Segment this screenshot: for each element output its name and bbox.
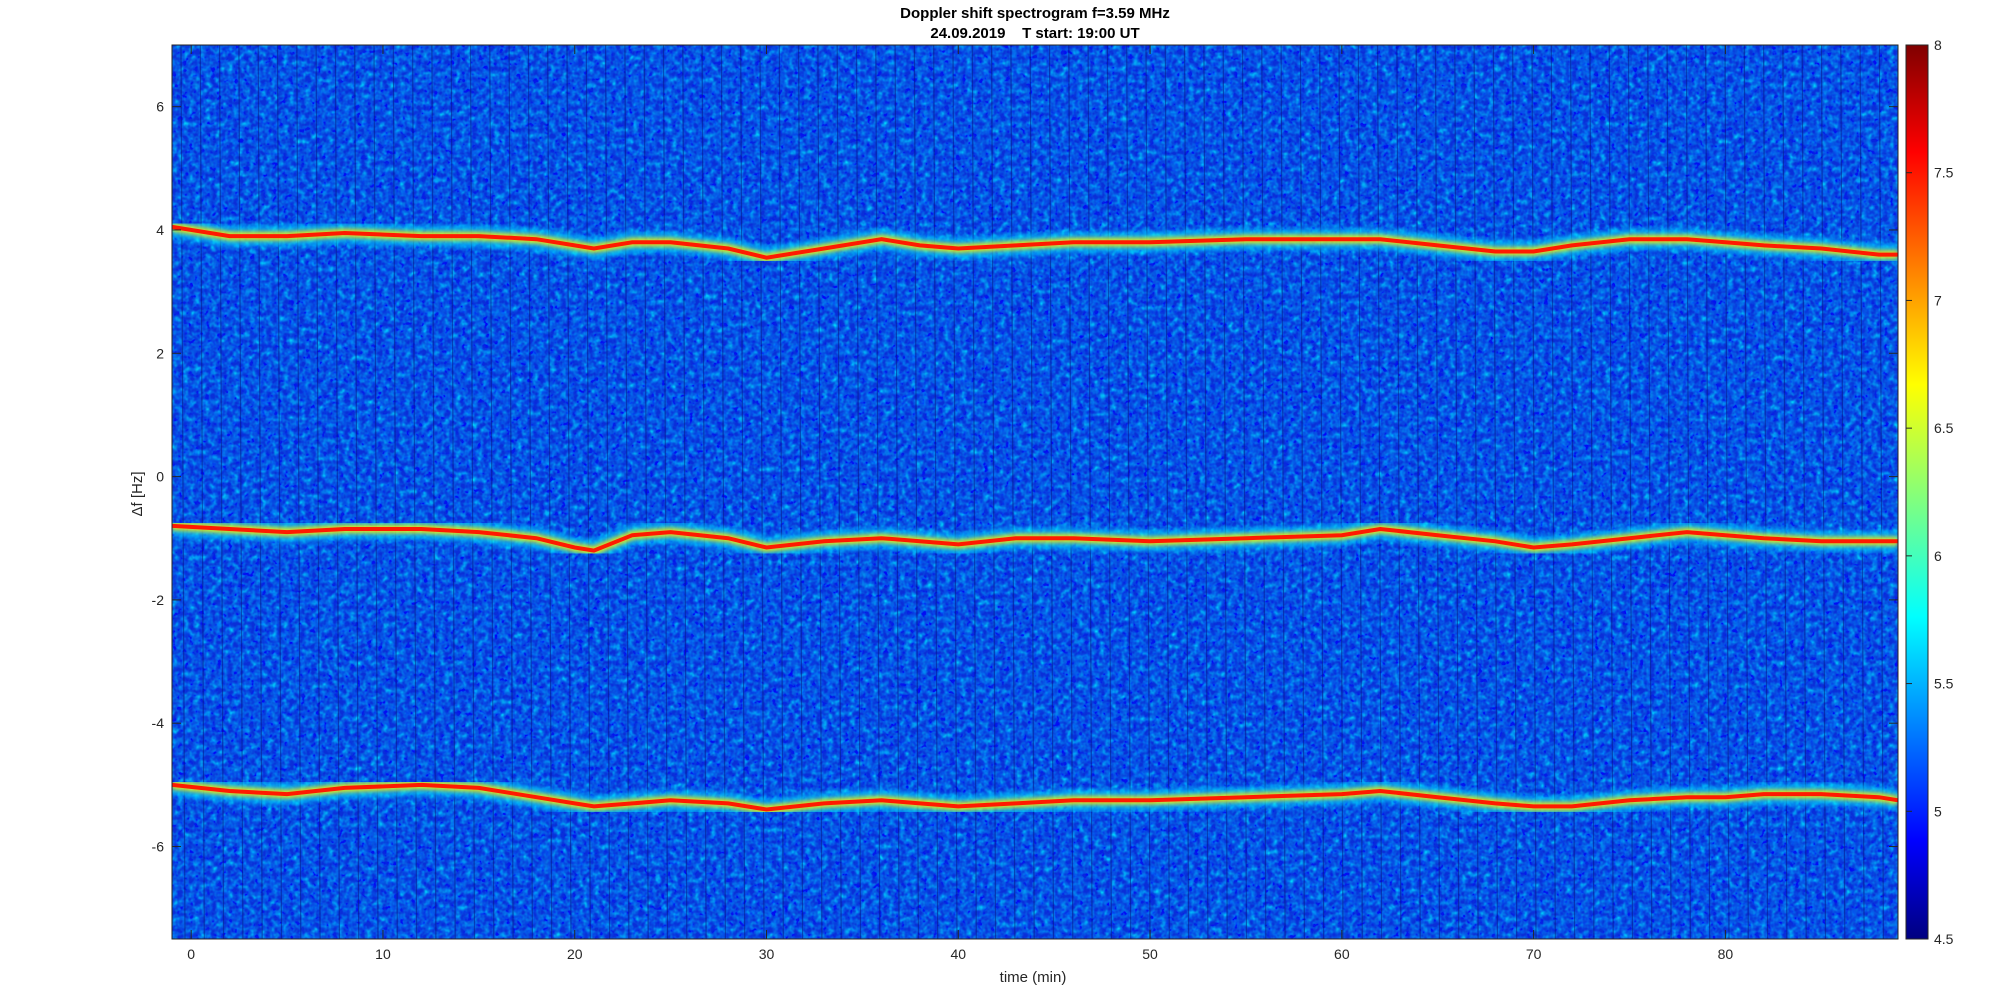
x-axis: 0 10 20 30 40 50 60 70 80	[187, 45, 1733, 962]
scan-column-line	[1512, 45, 1518, 939]
scan-column-line	[1492, 45, 1499, 939]
colorbar-tick-label: 4.5	[1934, 931, 1954, 947]
scan-column-line	[720, 45, 727, 939]
scan-column-line	[971, 45, 977, 939]
scan-column-line	[759, 45, 765, 939]
spectrogram-plot	[172, 45, 1898, 939]
doppler-trace-1	[172, 216, 1898, 269]
doppler-traces	[172, 216, 1898, 821]
y-tick-label: -4	[152, 715, 165, 731]
y-tick-label: 4	[156, 222, 164, 238]
scan-column-line	[797, 45, 804, 939]
colorbar-tick-label: 5	[1934, 803, 1942, 819]
scan-column-line	[1010, 45, 1016, 939]
scan-column-line	[1589, 45, 1595, 939]
x-tick-label: 40	[950, 946, 966, 962]
y-axis-label: Δf [Hz]	[129, 471, 146, 516]
doppler-trace-2	[172, 514, 1898, 562]
scan-column-line	[952, 45, 958, 939]
scan-column-line	[566, 45, 572, 939]
trace-line	[172, 523, 1898, 553]
scan-column-line	[1029, 45, 1035, 939]
scan-column-line	[894, 45, 900, 939]
scan-column-line	[1473, 45, 1479, 939]
scan-column-line	[990, 45, 997, 939]
scan-column-line	[740, 45, 746, 939]
scan-column-line	[1608, 45, 1614, 939]
x-tick-label: 60	[1334, 946, 1350, 962]
scan-column-line	[643, 45, 649, 939]
scan-column-line	[1550, 45, 1556, 939]
colorbar-tick-label: 6	[1934, 548, 1942, 564]
scan-column-line	[836, 45, 842, 939]
trace-line	[172, 224, 1898, 260]
scan-column-line	[817, 45, 823, 939]
x-tick-label: 80	[1718, 946, 1734, 962]
x-axis-label: time (min)	[1000, 969, 1067, 986]
scan-column-line	[1569, 45, 1576, 939]
colorbar-tick-label: 7	[1934, 292, 1942, 308]
doppler-trace-3	[172, 773, 1898, 821]
scan-column-line	[855, 45, 862, 939]
colorbar-gradient	[1905, 44, 1929, 940]
y-axis: -6 -4 -2 0 2 4 6	[152, 99, 1898, 855]
chart-title: Doppler shift spectrogram f=3.59 MHz	[900, 5, 1170, 22]
colorbar-tick-label: 6.5	[1934, 420, 1954, 436]
scan-column-line	[778, 45, 784, 939]
scan-column-line	[933, 45, 939, 939]
colorbar: 4.5 5 5.5 6 6.5 7 7.5 8	[1905, 37, 1954, 947]
x-tick-label: 0	[187, 946, 195, 962]
scan-column-line	[701, 45, 707, 939]
scan-column-line	[624, 45, 630, 939]
colorbar-tick-label: 7.5	[1934, 165, 1954, 181]
plot-frame	[171, 44, 1899, 940]
y-tick-label: 0	[156, 469, 164, 485]
x-tick-label: 70	[1526, 946, 1542, 962]
scan-column-line	[1048, 45, 1055, 939]
colorbar-ticks: 4.5 5 5.5 6 6.5 7 7.5 8	[1906, 37, 1954, 947]
y-tick-label: 2	[156, 345, 164, 361]
scan-column-line	[682, 45, 688, 939]
scan-column-line	[913, 45, 920, 939]
colorbar-tick-label: 8	[1934, 37, 1942, 53]
scan-column-line	[604, 45, 611, 939]
x-tick-label: 50	[1142, 946, 1158, 962]
y-tick-label: 6	[156, 99, 164, 115]
scan-column-line	[585, 45, 591, 939]
x-tick-label: 20	[567, 946, 583, 962]
x-tick-label: 30	[759, 946, 775, 962]
trace-line	[172, 782, 1898, 812]
chart-subtitle: 24.09.2019 T start: 19:00 UT	[930, 25, 1139, 42]
y-tick-label: -2	[152, 592, 165, 608]
scan-column-line	[1531, 45, 1537, 939]
x-tick-label: 10	[375, 946, 391, 962]
y-tick-label: -6	[152, 839, 165, 855]
colorbar-tick-label: 5.5	[1934, 676, 1954, 692]
